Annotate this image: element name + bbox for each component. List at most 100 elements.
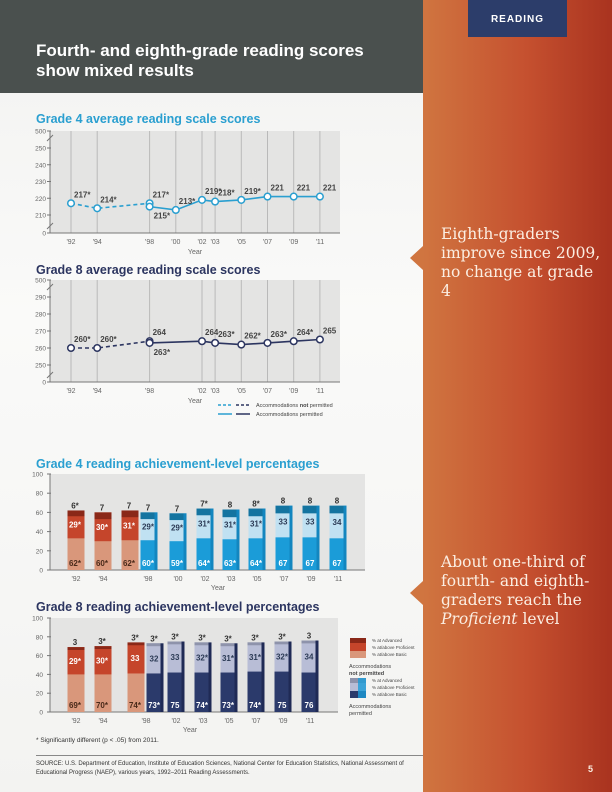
x-tick-label: '92 — [66, 388, 75, 395]
data-point — [145, 338, 154, 347]
y-tick-label: 280 — [35, 312, 46, 319]
advanced-label: 3* — [278, 633, 286, 642]
legend-swatch-permitted — [358, 678, 366, 698]
y-tick-label: 500 — [35, 129, 46, 136]
basic-label: 62* — [69, 559, 82, 568]
proficient-label: 30* — [96, 656, 109, 665]
advanced-label: 3 — [73, 638, 78, 647]
proficient-label: 31* — [249, 653, 262, 662]
data-point — [289, 192, 298, 201]
bar-proficient — [121, 510, 139, 541]
legend-text: permitted — [308, 403, 332, 409]
x-tick-label: '05 — [224, 718, 233, 725]
bar-edge — [160, 643, 164, 712]
x-tick-label: '11 — [316, 239, 325, 246]
x-tick-label: '07 — [263, 388, 272, 395]
proficient-label: 32* — [276, 653, 289, 662]
axis-break-icon — [46, 371, 54, 379]
legend-item: % at Advanced — [372, 638, 403, 643]
x-tick-label: '94 — [93, 388, 102, 395]
header-band — [0, 0, 423, 93]
advanced-label: 8 — [228, 501, 233, 510]
data-point — [211, 197, 220, 206]
y-tick-label: 250 — [35, 363, 46, 370]
page-number: 5 — [588, 764, 594, 774]
axis-break-icon — [46, 134, 54, 142]
x-tick-label: '00 — [173, 576, 182, 583]
series-line — [71, 340, 150, 349]
data-label: 260* — [100, 335, 117, 344]
divider — [36, 755, 423, 756]
bar-advanced — [302, 505, 317, 514]
x-tick-label: '92 — [71, 718, 80, 725]
x-tick-label: '03 — [226, 576, 235, 583]
chart-title-grade4-levels: Grade 4 reading achievement-level percen… — [36, 457, 320, 471]
y-tick-label: 60 — [36, 510, 44, 517]
x-tick-label: '98 — [141, 718, 150, 725]
bar-proficient — [67, 510, 85, 539]
chart-title-grade8-scores: Grade 8 average reading scale scores — [36, 263, 261, 277]
callout-text: level — [517, 610, 560, 628]
x-tick-label: '94 — [98, 576, 107, 583]
proficient-label: 29* — [69, 520, 82, 529]
callout-text: About one-third of fourth- and eighth-gr… — [441, 553, 590, 609]
x-tick-label: '07 — [263, 239, 272, 246]
basic-label: 64* — [198, 559, 211, 568]
bar-advanced — [274, 641, 289, 645]
data-label: 217* — [153, 190, 170, 199]
data-point — [66, 199, 76, 208]
y-tick-label: 270 — [35, 329, 46, 336]
legend-label: permitted — [349, 711, 372, 717]
advanced-label: 3* — [150, 634, 158, 643]
proficient-label: 33 — [171, 653, 180, 662]
y-tick-label: 80 — [36, 634, 44, 641]
proficient-label: 29* — [69, 657, 82, 666]
x-tick-label: '02 — [171, 718, 180, 725]
advanced-label: 7 — [175, 504, 180, 513]
data-label: 213* — [179, 197, 196, 206]
data-label: 215* — [154, 212, 171, 221]
bar-advanced — [146, 643, 161, 647]
basic-label: 59* — [171, 559, 184, 568]
advanced-label: 3* — [224, 634, 232, 643]
advanced-label: 7* — [200, 500, 208, 509]
bar-advanced — [94, 646, 112, 650]
bar-proficient — [301, 640, 316, 673]
bar-edge — [234, 643, 238, 712]
data-label: 219* — [205, 187, 222, 196]
data-label: 264 — [205, 328, 219, 337]
data-label: 217* — [74, 190, 91, 199]
x-tick-label: '94 — [98, 718, 107, 725]
x-tick-label: '98 — [145, 388, 154, 395]
bar-advanced — [67, 647, 85, 650]
basic-label: 73* — [222, 701, 235, 710]
x-tick-label: '09 — [289, 388, 298, 395]
bar-proficient — [194, 642, 209, 673]
callout-pointer — [410, 581, 423, 605]
advanced-label: 3 — [307, 632, 312, 641]
page-title: Fourth- and eighth-grade reading scores … — [36, 41, 364, 80]
bar-proficient — [247, 642, 262, 672]
proficient-label: 31* — [123, 521, 136, 530]
proficient-label: 32* — [196, 653, 209, 662]
bar-proficient — [67, 647, 85, 675]
data-point — [263, 338, 272, 347]
x-tick-label: '92 — [66, 239, 75, 246]
y-tick-label: 0 — [42, 380, 46, 387]
data-point — [171, 205, 180, 215]
y-tick-label: 250 — [35, 146, 46, 153]
x-tick-label: '02 — [197, 388, 206, 395]
chart-title-grade8-levels: Grade 8 reading achievement-level percen… — [36, 600, 320, 614]
basic-label: 70* — [96, 701, 109, 710]
data-label: 221 — [323, 184, 337, 193]
x-axis-label: Year — [188, 249, 203, 256]
plot-area — [50, 131, 340, 233]
advanced-label: 7 — [100, 503, 105, 512]
bar-proficient — [146, 643, 161, 674]
basic-label: 67 — [306, 559, 315, 568]
legend-item: % at/above Proficient — [372, 685, 415, 690]
basic-label: 69* — [69, 701, 82, 710]
x-tick-label: '98 — [143, 576, 152, 583]
y-tick-label: 40 — [36, 672, 44, 679]
y-tick-label: 80 — [36, 491, 44, 498]
